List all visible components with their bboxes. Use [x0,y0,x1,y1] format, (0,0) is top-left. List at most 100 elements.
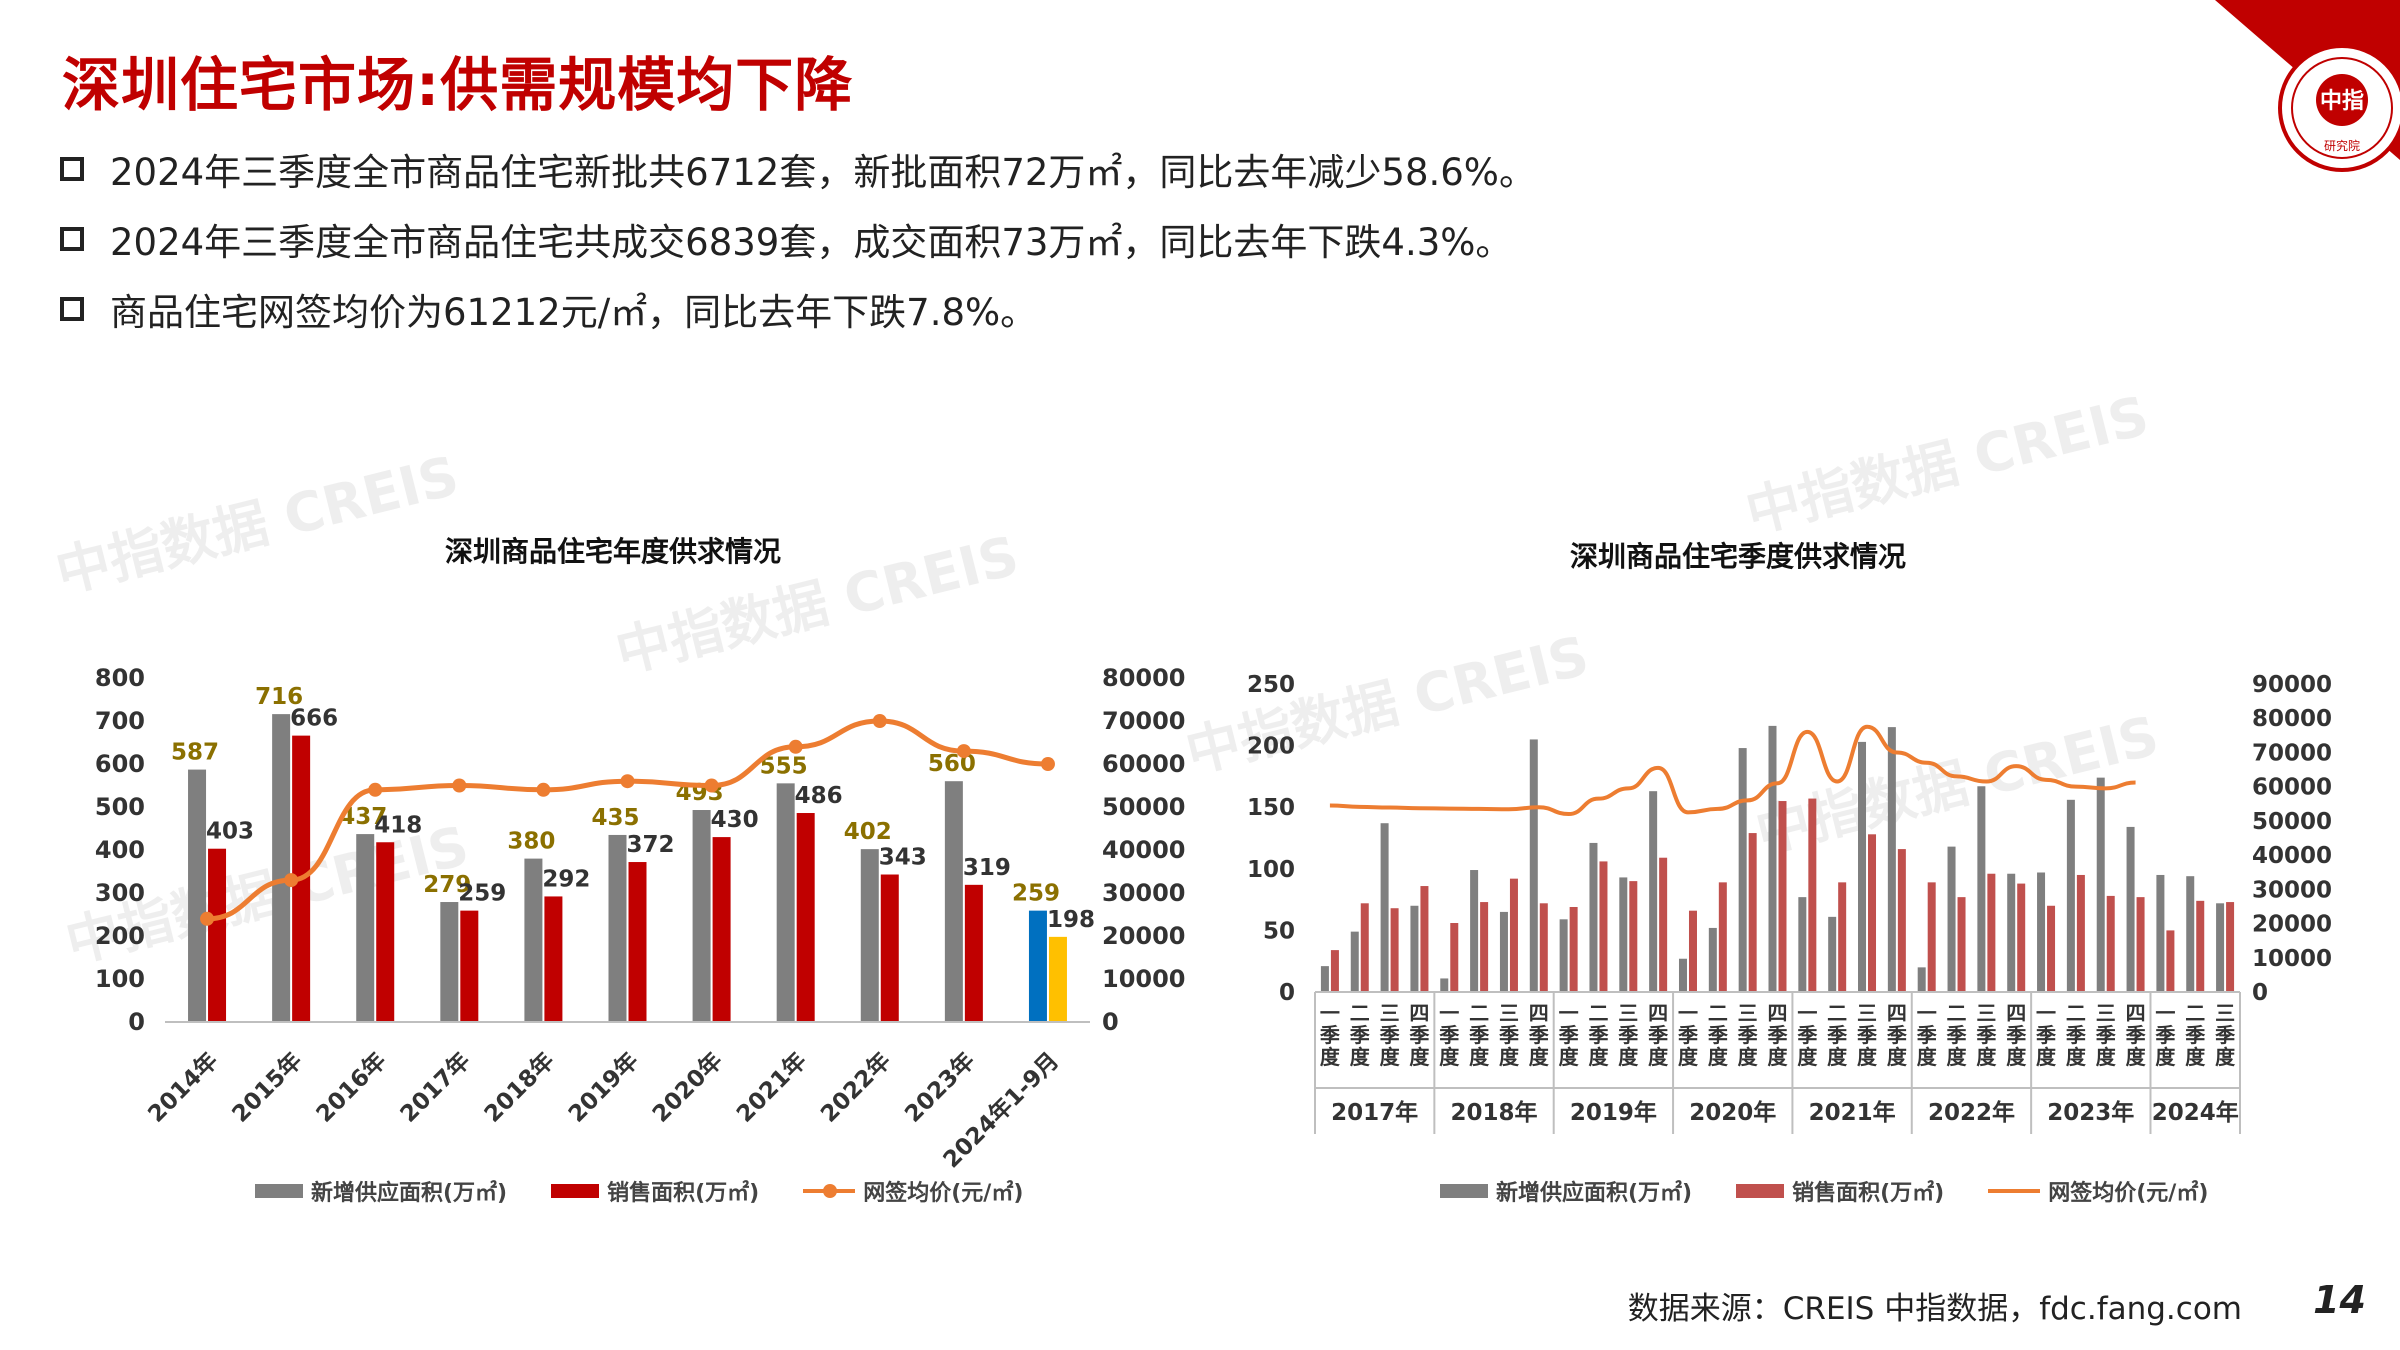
sales-bar [1808,798,1817,992]
quarter-label: 二 [1588,1001,1608,1025]
y2-tick-label: 70000 [1102,707,1186,735]
sales-bar [1748,833,1757,992]
quarter-label: 四 [1409,1001,1429,1025]
quarter-label: 季 [1856,1023,1877,1047]
price-point [368,782,383,797]
sales-bar [1599,861,1608,992]
supply-bar [1529,739,1538,992]
quarter-label: 季 [1767,1023,1788,1047]
quarter-label: 度 [1768,1045,1789,1069]
sales-value-label: 486 [795,783,843,809]
quarter-label: 季 [1498,1023,1519,1047]
quarter-label: 一 [1917,1001,1937,1025]
quarter-label: 季 [2035,1023,2056,1047]
sales-bar [2226,902,2235,992]
quarter-label: 季 [1796,1023,1817,1047]
quarter-label: 度 [1648,1045,1669,1069]
legend-label: 销售面积(万㎡) [1792,1181,1945,1206]
quarter-label: 季 [1647,1023,1668,1047]
quarter-label: 季 [1349,1023,1370,1047]
y-tick-label: 0 [1279,980,1295,1006]
quarter-label: 四 [1529,1001,1549,1025]
supply-bar [1917,967,1926,992]
supply-bar [1649,791,1658,992]
quarter-label: 度 [1947,1045,1968,1069]
bullet-text: 2024年三季度全市商品住宅新批共6712套，新批面积72万㎡，同比去年减少58… [110,151,1536,194]
quarter-label: 二 [1469,1001,1489,1025]
supply-value-label: 587 [171,740,219,766]
quarter-label: 度 [1588,1045,1609,1069]
sales-bar [376,842,395,1022]
quarter-label: 季 [1587,1023,1608,1047]
sales-bar [1509,878,1518,992]
chart1-legend: 新增供应面积(万㎡) 销售面积(万㎡) 网签均价(元/㎡) [255,1175,1067,1207]
quarter-label: 季 [1468,1023,1489,1047]
price-point [704,778,719,793]
quarter-label: 度 [1350,1045,1371,1069]
y-tick-label: 100 [95,965,145,993]
supply-value-label: 380 [507,829,555,855]
sales-bar [712,837,731,1022]
y2-tick-label: 20000 [2252,912,2332,938]
sales-value-label: 372 [626,832,674,858]
sales-bar [1778,801,1787,992]
quarter-label: 度 [2185,1045,2206,1069]
supply-bar [2156,874,2165,992]
sales-bar [1360,903,1369,992]
quarter-label: 二 [1350,1001,1370,1025]
x-tick-label: 2014年 [143,1047,224,1128]
quarter-label: 度 [1380,1045,1401,1069]
sales-bar [2106,895,2115,992]
quarter-label: 度 [1827,1045,1848,1069]
y-tick-label: 700 [95,707,145,735]
supply-value-label: 259 [1012,881,1060,907]
quarter-label: 四 [2126,1001,2146,1025]
quarter-label: 季 [1946,1023,1967,1047]
quarter-label: 四 [1768,1001,1788,1025]
supply-bar [356,834,375,1022]
price-point [956,744,971,759]
sales-bar [1868,834,1877,992]
sales-value-label: 319 [963,855,1011,881]
quarter-label: 一 [1439,1001,1459,1025]
quarter-label: 季 [1438,1023,1459,1047]
quarter-label: 季 [1528,1023,1549,1047]
sales-bar [1480,902,1489,992]
supply-bar [608,834,627,1022]
x-tick-label: 2015年 [227,1047,308,1128]
bullet-1: 2024年三季度全市商品住宅新批共6712套，新批面积72万㎡，同比去年减少58… [60,142,1536,196]
checkbox-icon [60,227,84,251]
quarter-label: 度 [1678,1045,1699,1069]
price-point [452,778,467,793]
sales-bar [1390,908,1399,992]
y-tick-label: 0 [128,1008,145,1036]
year-label: 2022年 [1928,1099,2015,1126]
quarter-label: 度 [2066,1045,2087,1069]
page-title: 深圳住宅市场:供需规模均下降 [62,51,854,119]
supply-bar [1678,958,1687,992]
y-tick-label: 200 [95,922,145,950]
bullet-text: 2024年三季度全市商品住宅共成交6839套，成交面积73万㎡，同比去年下跌4.… [110,221,1513,264]
quarter-label: 季 [1886,1023,1907,1047]
sales-value-label: 418 [374,812,422,838]
year-label: 2018年 [1451,1099,1538,1126]
supply-bar [1947,846,1956,992]
year-label: 2019年 [1570,1099,1657,1126]
supply-bar [1380,823,1389,992]
sales-bar [544,896,563,1022]
chart1-title: 深圳商品住宅年度供求情况 [445,535,782,568]
x-tick-label: 2016年 [311,1047,392,1128]
sales-bar [796,813,815,1022]
supply-bar [2066,799,2075,992]
quarter-label: 季 [1408,1023,1429,1047]
supply-bar [1708,927,1717,992]
sales-value-label: 198 [1047,907,1095,933]
sales-value-label: 430 [711,807,759,833]
quarter-label: 二 [1708,1001,1728,1025]
price-point [872,714,887,728]
y-tick-label: 200 [1247,734,1295,760]
y2-tick-label: 60000 [1102,750,1186,778]
quarter-label: 四 [2006,1001,2026,1025]
sales-bar [1539,903,1548,992]
quarter-label: 度 [1618,1045,1639,1069]
